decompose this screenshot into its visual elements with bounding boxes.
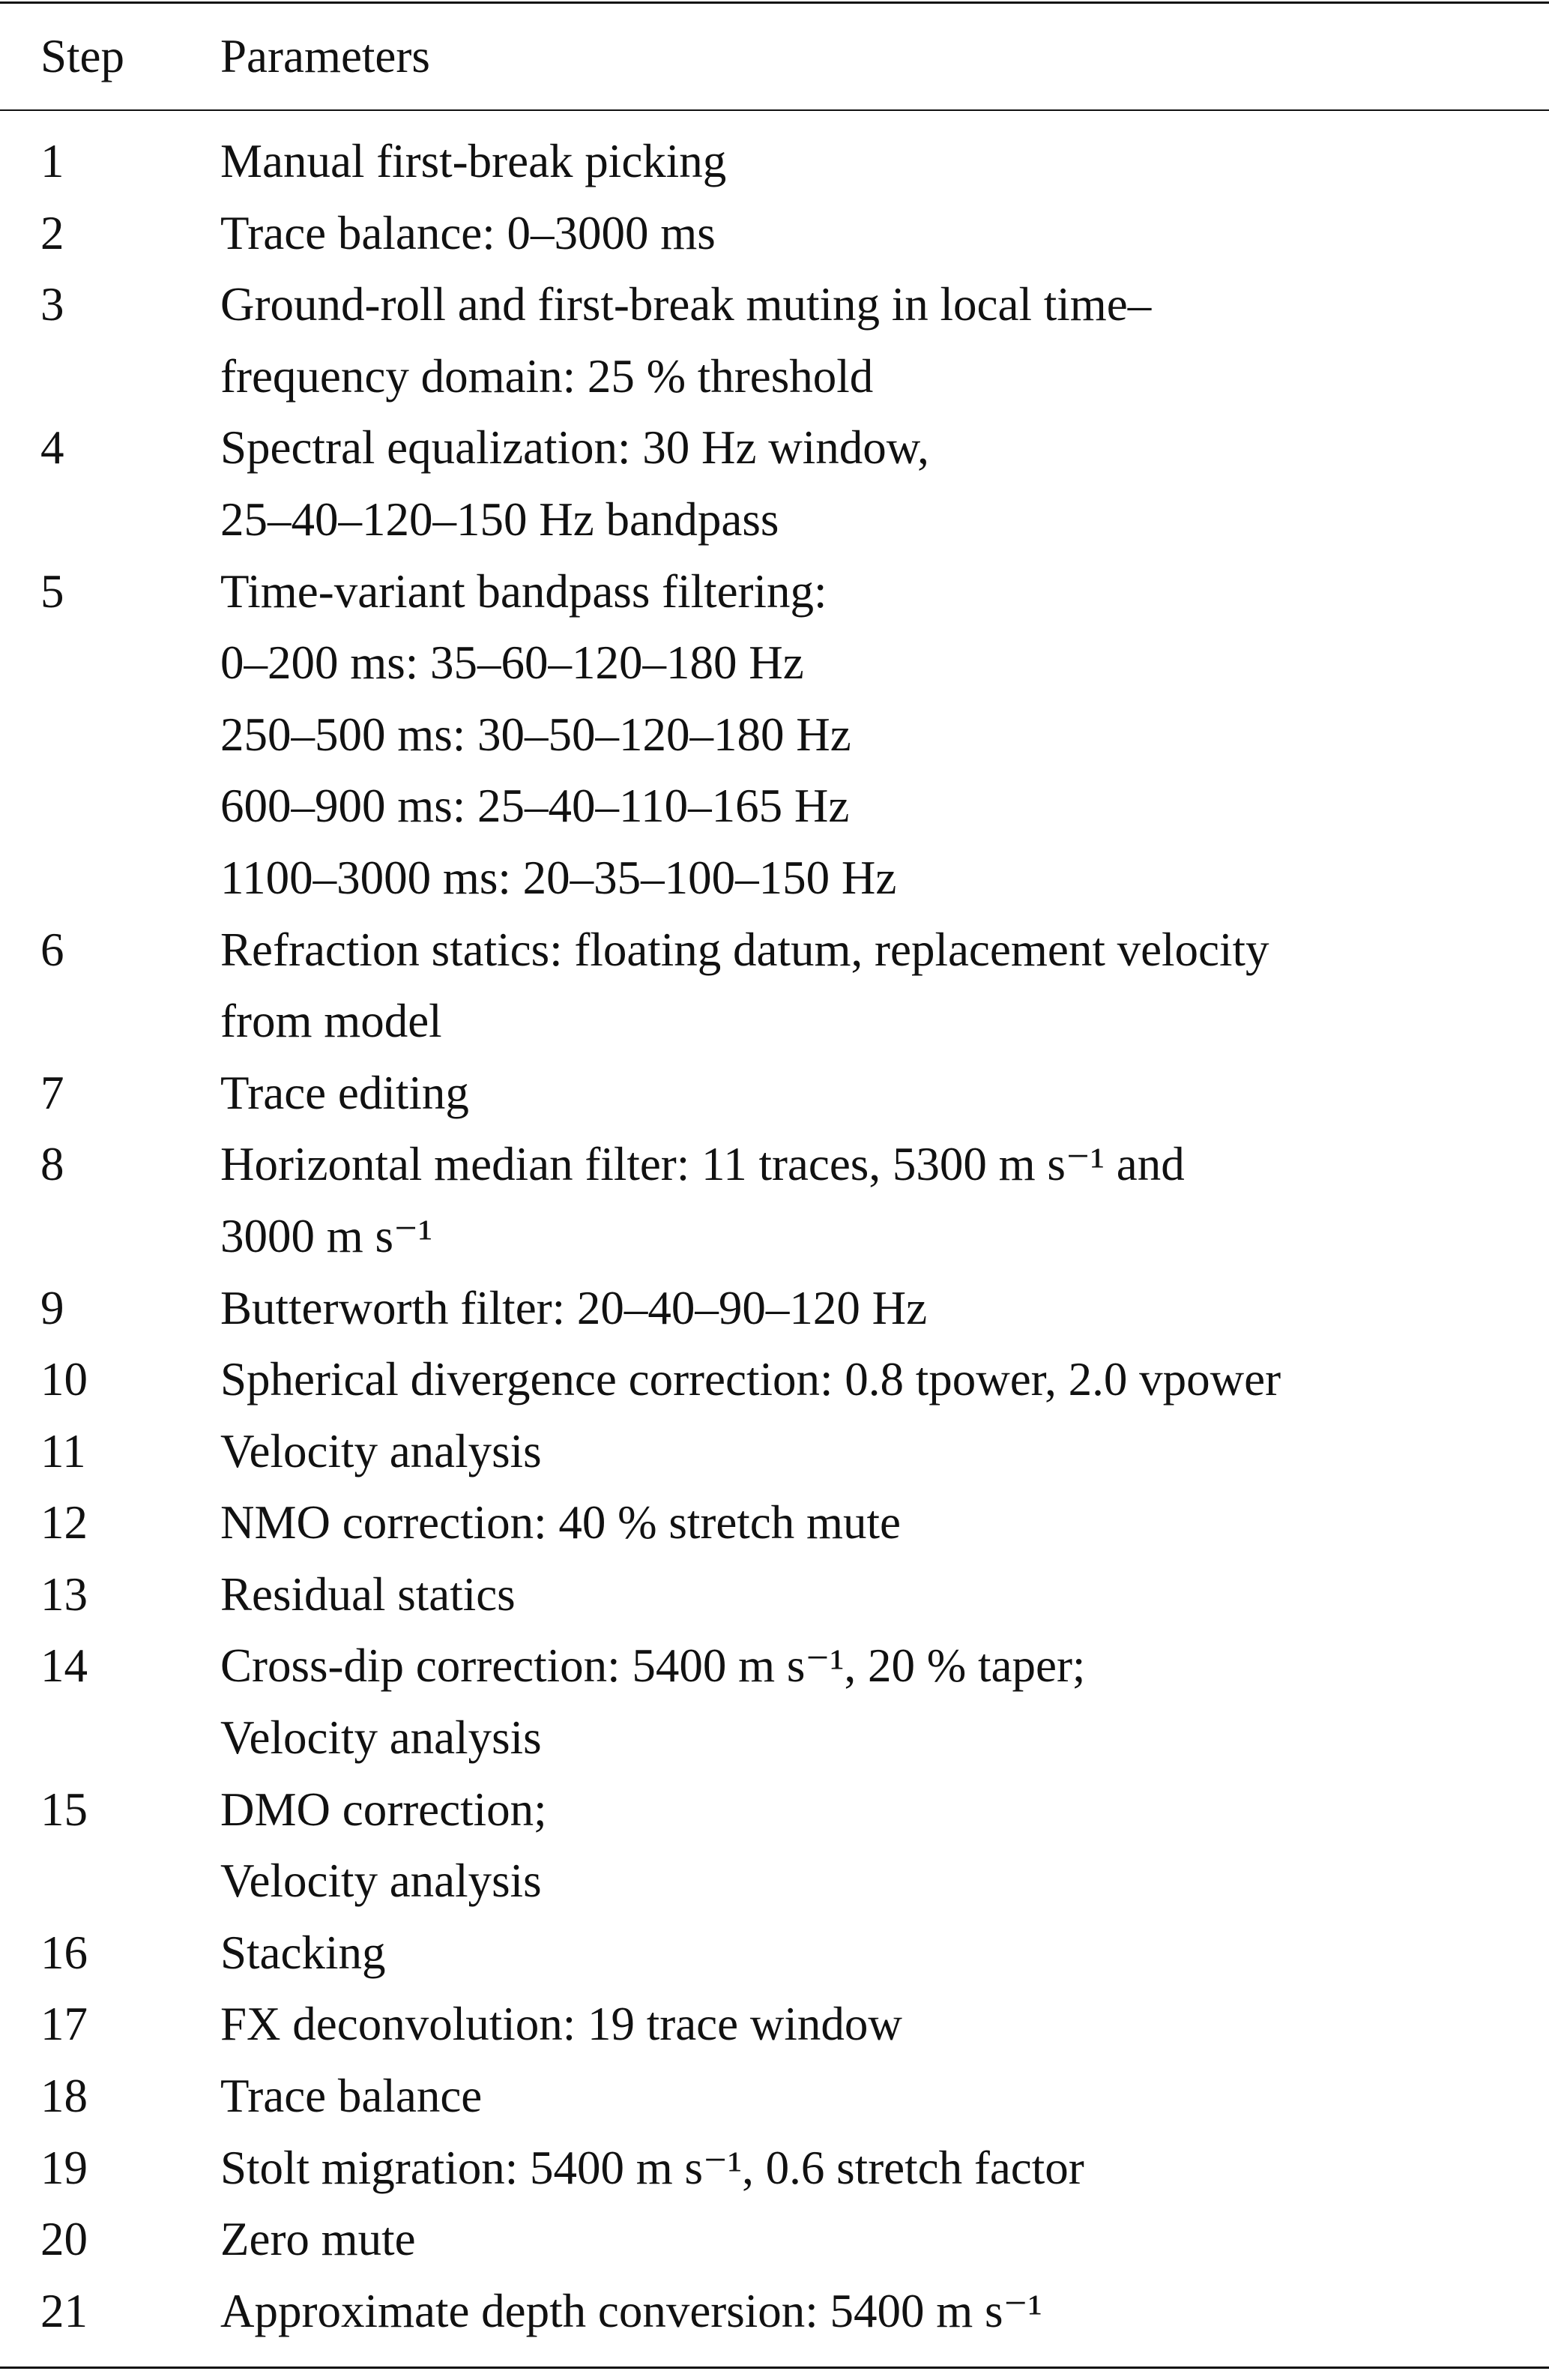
header-rule [0,109,1549,111]
parameter-line: Trace editing [220,1066,469,1119]
top-rule [0,1,1549,4]
parameter-line: Time-variant bandpass filtering: [220,564,827,618]
parameter-line: Butterworth filter: 20–40–90–120 Hz [220,1281,928,1334]
parameter-line: 3000 m s⁻¹ [220,1209,433,1262]
parameter-line: 600–900 ms: 25–40–110–165 Hz [220,780,850,833]
table-row: 15 DMO correction; Velocity analysis [0,1774,1549,1917]
table-row: 17 FX deconvolution: 19 trace window [0,1989,1549,2061]
parameter-line: Spectral equalization: 30 Hz window, [220,421,929,475]
table-row: 11 Velocity analysis [0,1416,1549,1488]
parameter-line: FX deconvolution: 19 trace window [220,1998,902,2051]
step-number: 13 [40,1567,88,1621]
step-number: 8 [40,1138,64,1191]
step-number: 6 [40,923,64,976]
parameter-line: Trace balance: 0–3000 ms [220,206,716,259]
step-number: 5 [40,564,64,618]
step-number: 21 [40,2284,88,2337]
table-row: 14 Cross-dip correction: 5400 m s⁻¹, 20 %… [0,1630,1549,1774]
parameter-line: Spherical divergence correction: 0.8 tpo… [220,1353,1281,1406]
parameter-line: Velocity analysis [220,1424,542,1477]
parameter-line: Manual first-break picking [220,135,727,187]
step-number: 10 [40,1353,88,1406]
parameter-line: Velocity analysis [220,1711,542,1765]
table-row: 6 Refraction statics: floating datum, rep… [0,915,1549,1058]
table-body: 1 Manual first-break picking 2 Trace balanc… [0,126,1549,2347]
parameter-line: Residual statics [220,1567,516,1621]
step-number: 12 [40,1496,88,1549]
table-row: 21 Approximate depth conversion: 5400 m s… [0,2276,1549,2348]
step-number: 20 [40,2213,88,2266]
parameter-line: DMO correction; [220,1783,547,1836]
step-number: 17 [40,1998,88,2051]
step-number: 1 [40,135,64,187]
step-number: 9 [40,1281,64,1334]
step-number: 11 [40,1424,86,1477]
parameter-line: frequency domain: 25 % threshold [220,349,874,403]
table-row: 3 Ground-roll and first-break muting in l… [0,269,1549,412]
step-number: 14 [40,1639,88,1693]
table-row: 19 Stolt migration: 5400 m s⁻¹, 0.6 stret… [0,2133,1549,2205]
parameter-line: Zero mute [220,2213,416,2266]
step-number: 16 [40,1926,88,1979]
table-row: 1 Manual first-break picking [0,126,1549,198]
bottom-rule [0,2367,1549,2369]
table-row: 2 Trace balance: 0–3000 ms [0,198,1549,270]
header-parameters: Parameters [220,30,430,82]
parameter-line: 25–40–120–150 Hz bandpass [220,492,779,546]
parameter-line: NMO correction: 40 % stretch mute [220,1496,901,1549]
step-number: 7 [40,1066,64,1119]
table-row: 20 Zero mute [0,2204,1549,2276]
table-row: 18 Trace balance [0,2061,1549,2133]
table-row: 16 Stacking [0,1917,1549,1989]
parameter-line: 0–200 ms: 35–60–120–180 Hz [220,636,804,690]
parameter-line: Approximate depth conversion: 5400 m s⁻¹ [220,2284,1042,2337]
parameter-line: 250–500 ms: 30–50–120–180 Hz [220,708,851,761]
table-row: 12 NMO correction: 40 % stretch mute [0,1487,1549,1559]
parameter-line: 1100–3000 ms: 20–35–100–150 Hz [220,851,897,904]
header-step: Step [40,30,125,82]
parameter-line: Horizontal median filter: 11 traces, 530… [220,1138,1185,1191]
step-number: 2 [40,206,64,259]
parameter-line: from model [220,995,442,1048]
step-number: 18 [40,2070,88,2123]
table-row: 4 Spectral equalization: 30 Hz window, 25–… [0,412,1549,555]
step-number: 15 [40,1783,88,1836]
table-header: Step Parameters [0,22,1549,90]
parameter-line: Trace balance [220,2070,483,2123]
parameter-line: Cross-dip correction: 5400 m s⁻¹, 20 % t… [220,1639,1086,1693]
table-row: 9 Butterworth filter: 20–40–90–120 Hz [0,1273,1549,1345]
parameter-line: Refraction statics: floating datum, repl… [220,923,1269,976]
parameter-line: Ground-roll and first-break muting in lo… [220,278,1152,331]
table-row: 13 Residual statics [0,1559,1549,1631]
table-row: 10 Spherical divergence correction: 0.8 t… [0,1344,1549,1416]
table-row: 5 Time-variant bandpass filtering: 0–200 m… [0,556,1549,915]
step-number: 3 [40,278,64,331]
step-number: 4 [40,421,64,475]
parameter-line: Stacking [220,1926,386,1979]
table-row: 7 Trace editing [0,1058,1549,1130]
parameter-line: Velocity analysis [220,1855,542,1908]
parameter-line: Stolt migration: 5400 m s⁻¹, 0.6 stretch… [220,2141,1084,2194]
table-row: 8 Horizontal median filter: 11 traces, 53… [0,1129,1549,1272]
step-number: 19 [40,2141,88,2194]
